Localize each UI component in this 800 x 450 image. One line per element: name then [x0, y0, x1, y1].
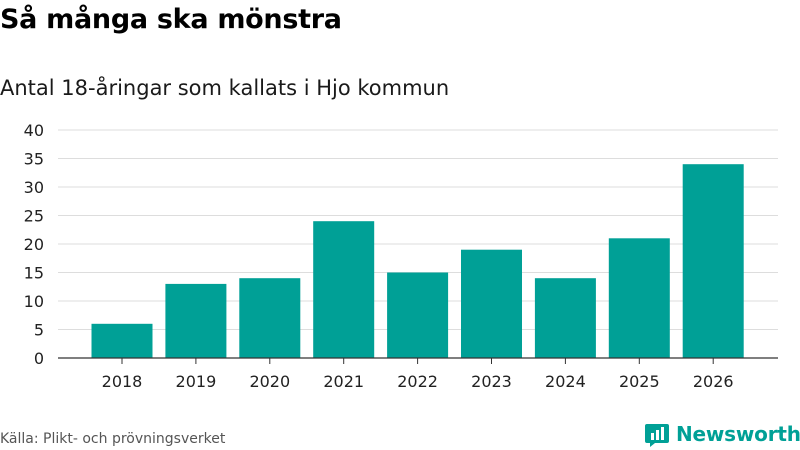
- bar-2025: [608, 238, 670, 358]
- x-tick-label: 2024: [545, 372, 586, 391]
- source-note: Källa: Plikt- och prövningsverket: [0, 431, 226, 447]
- bar-2024: [534, 278, 596, 358]
- x-tick-label: 2020: [249, 372, 290, 391]
- bar-2022: [387, 272, 449, 358]
- x-tick-label: 2026: [693, 372, 734, 391]
- newsworthy-logo: Newsworthy: [644, 420, 800, 448]
- y-tick-label: 30: [24, 178, 44, 197]
- bar-2026: [682, 164, 744, 358]
- x-tick-label: 2018: [102, 372, 143, 391]
- y-tick-label: 15: [24, 264, 44, 283]
- chart-subtitle: Antal 18-åringar som kallats i Hjo kommu…: [0, 76, 450, 100]
- x-tick-label: 2023: [471, 372, 512, 391]
- bar-2018: [91, 323, 153, 358]
- x-tick-label: 2021: [323, 372, 364, 391]
- bar-2023: [461, 249, 522, 358]
- y-tick-label: 10: [24, 292, 44, 311]
- y-tick-label: 40: [24, 121, 44, 140]
- x-tick-label: 2025: [619, 372, 660, 391]
- newsworthy-logo-icon: [645, 424, 669, 447]
- bar-2020: [239, 278, 301, 358]
- y-tick-label: 20: [24, 235, 44, 254]
- x-tick-label: 2022: [397, 372, 438, 391]
- y-tick-label: 5: [34, 321, 44, 340]
- y-tick-label: 35: [24, 150, 44, 169]
- brand-name: Newsworthy: [676, 422, 800, 446]
- bar-2019: [165, 283, 227, 358]
- x-tick-label: 2019: [176, 372, 217, 391]
- y-tick-label: 25: [24, 207, 44, 226]
- y-tick-label: 0: [34, 349, 44, 368]
- chart-title: Så många ska mönstra: [0, 4, 342, 35]
- bar-2021: [313, 221, 375, 358]
